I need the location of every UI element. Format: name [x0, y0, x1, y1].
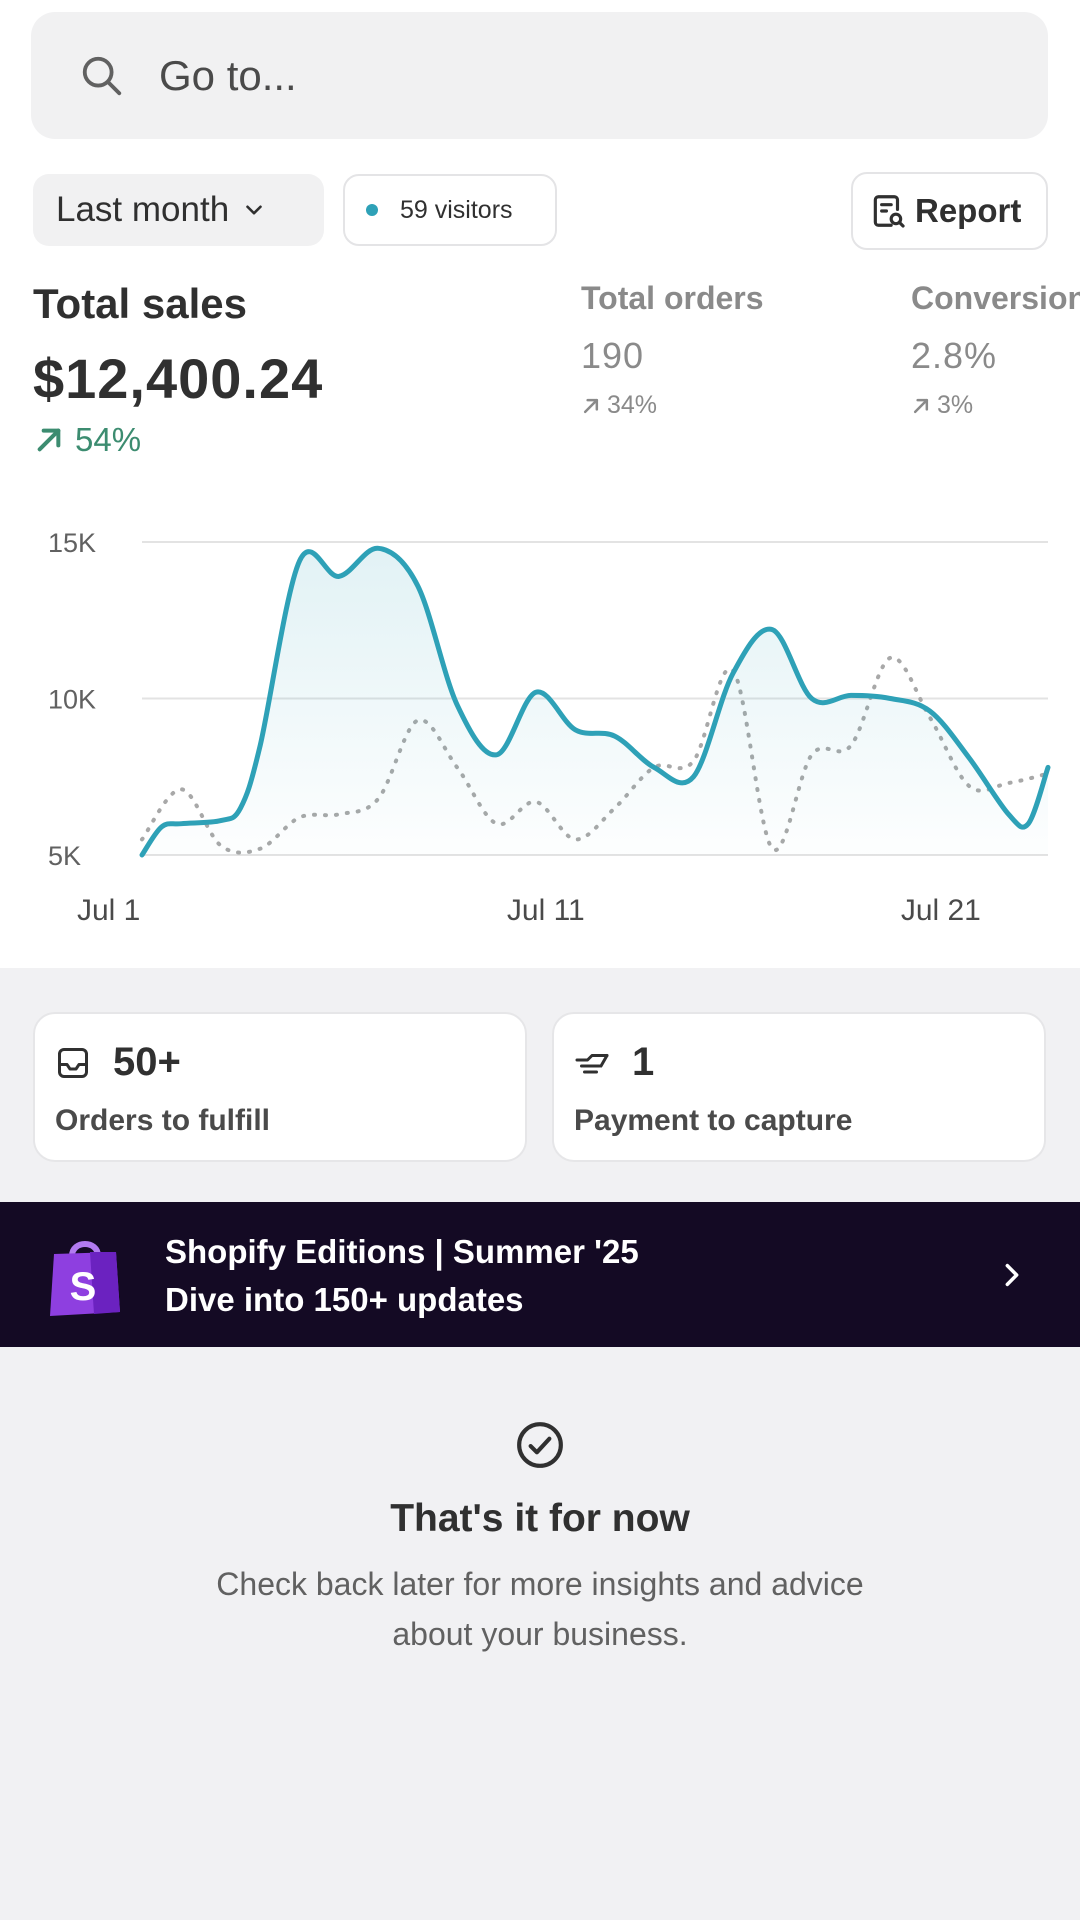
- metric-total-orders[interactable]: Total orders 190 34%: [581, 280, 764, 420]
- inbox-icon: [58, 1047, 88, 1078]
- chart-y-tick-label: 5K: [48, 841, 81, 871]
- metric-value: $12,400.24: [33, 347, 324, 410]
- card-count-row: 50+: [55, 1040, 181, 1085]
- chart-series-comparison-line: [140, 655, 1050, 855]
- orders-count: 50+: [113, 1040, 181, 1084]
- banner-title: Shopify Editions | Summer '25: [165, 1233, 639, 1270]
- dashboard-top-section: Go to... Last month 59 visitors Report T…: [0, 0, 1080, 968]
- logo-letter: S: [70, 1265, 97, 1309]
- metric-label: Total sales: [33, 280, 247, 327]
- orders-to-fulfill-card[interactable]: 50+ Orders to fulfill: [33, 1012, 527, 1162]
- metric-conversion[interactable]: Conversion 2.8% 3%: [911, 280, 1080, 420]
- payment-to-capture-card[interactable]: 1 Payment to capture: [552, 1012, 1046, 1162]
- chart-series-sales-line: [139, 545, 1051, 858]
- period-selector[interactable]: Last month: [33, 174, 324, 246]
- banner-subtitle: Dive into 150+ updates: [165, 1281, 524, 1318]
- chart-x-tick-label: Jul 11: [507, 894, 585, 927]
- empty-state: That's it for now Check back later for m…: [0, 1420, 1080, 1659]
- metric-change-value: 3%: [937, 391, 974, 419]
- metric-label: Total orders: [581, 280, 764, 316]
- metric-change: 3%: [911, 391, 1080, 420]
- chart-x-tick-label: Jul 21: [901, 894, 981, 927]
- search-bar[interactable]: Go to...: [31, 12, 1048, 139]
- empty-state-line-1: Check back later for more insights and a…: [216, 1566, 864, 1602]
- metric-value: 2.8%: [911, 335, 998, 376]
- empty-state-description: Check back later for more insights and a…: [0, 1559, 1080, 1659]
- chart-y-tick-label: 10K: [48, 685, 96, 715]
- metric-change: 54%: [33, 421, 323, 459]
- shopify-bag-icon: S: [50, 1241, 120, 1316]
- metric-label: Conversion: [911, 280, 1080, 316]
- empty-state-line-2: about your business.: [392, 1616, 688, 1652]
- report-button[interactable]: Report: [851, 172, 1048, 250]
- metric-change-value: 54%: [75, 421, 142, 458]
- live-dot-icon: [366, 204, 378, 216]
- metric-change-value: 34%: [607, 391, 658, 419]
- empty-state-title: That's it for now: [390, 1497, 690, 1540]
- sales-chart[interactable]: 15K 10K 5K Jul 1 Jul 11 Jul 21: [0, 490, 1080, 940]
- period-label: Last month: [56, 190, 230, 229]
- search-placeholder: Go to...: [159, 51, 297, 99]
- report-icon: [873, 195, 905, 228]
- shopify-editions-banner[interactable]: S Shopify Editions | Summer '25 Dive int…: [0, 1202, 1080, 1347]
- chart-x-tick-label: Jul 1: [77, 894, 140, 927]
- visitors-badge[interactable]: 59 visitors: [343, 174, 557, 246]
- arrow-up-right-icon: [37, 428, 61, 452]
- check-circle-icon: [517, 1422, 563, 1468]
- chart-y-tick-label: 15K: [48, 528, 96, 558]
- metric-total-sales[interactable]: Total sales $12,400.24 54%: [33, 280, 323, 459]
- arrow-up-right-icon: [913, 398, 929, 413]
- metric-change: 34%: [581, 391, 764, 420]
- card-count-row: 1: [574, 1040, 654, 1085]
- metric-value: 190: [581, 335, 645, 376]
- payments-label: Payment to capture: [574, 1104, 853, 1137]
- visitors-label: 59 visitors: [400, 195, 513, 224]
- search-icon: [82, 56, 122, 95]
- payments-count: 1: [632, 1040, 655, 1084]
- chevron-right-icon: [1005, 1263, 1019, 1287]
- chart-series-sales-area: [142, 548, 1048, 855]
- report-label: Report: [915, 192, 1022, 229]
- orders-label: Orders to fulfill: [55, 1104, 271, 1137]
- arrow-up-right-icon: [583, 398, 599, 413]
- payment-icon: [575, 1053, 609, 1073]
- chevron-down-icon: [246, 205, 262, 215]
